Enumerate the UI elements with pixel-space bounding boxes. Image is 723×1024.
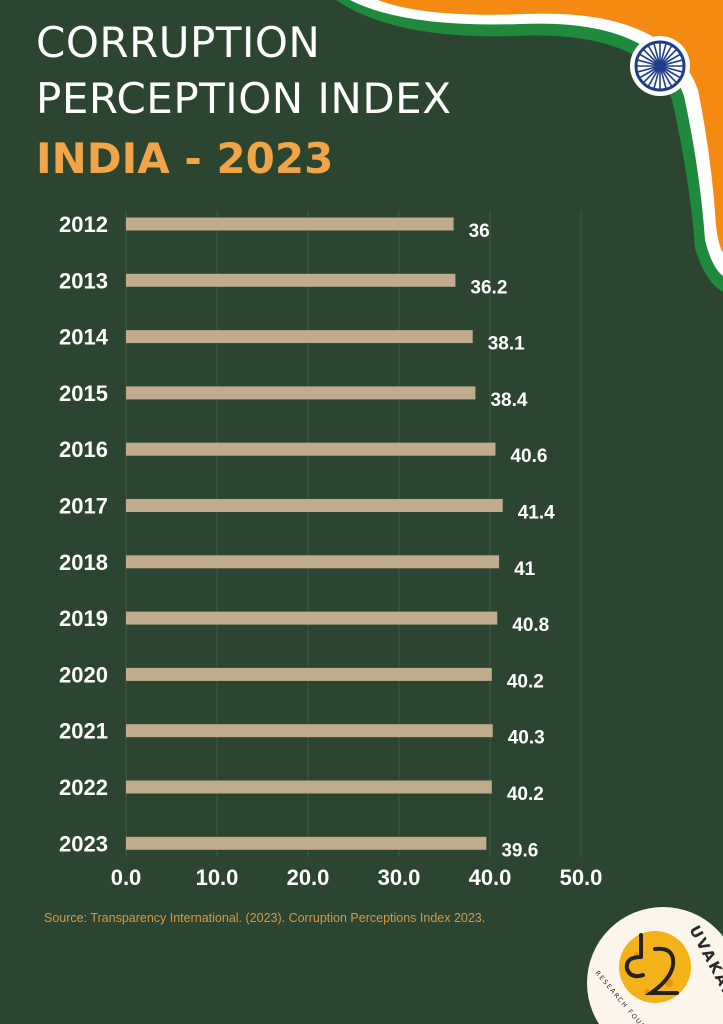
value-label: 38.1 <box>488 334 525 355</box>
value-label: 36.2 <box>470 277 507 298</box>
title-line-1: CORRUPTION <box>36 18 321 67</box>
x-tick-label: 0.0 <box>111 865 142 890</box>
grid-lines <box>125 210 582 857</box>
tricolor-decoration <box>336 0 723 292</box>
category-label: 2021 <box>59 719 108 744</box>
logo-sun-circle <box>619 931 691 1003</box>
logo-mark-icon <box>624 933 679 995</box>
category-label: 2020 <box>59 662 108 687</box>
value-label: 41.4 <box>518 503 555 524</box>
bar <box>126 724 493 738</box>
bar <box>126 442 496 456</box>
category-label: 2018 <box>59 550 108 575</box>
labels: 0.0 10.0 20.0 30.0 40.0 50.0 2012 36 2013 36.2 201… <box>59 212 602 890</box>
bar <box>126 499 503 512</box>
x-tick-label: 30.0 <box>378 865 421 890</box>
bar <box>126 330 473 344</box>
category-label: 2022 <box>59 775 108 800</box>
value-label: 40.6 <box>510 446 547 467</box>
value-label: 39.6 <box>501 840 538 861</box>
flag-saffron-band <box>378 0 723 252</box>
subtitle: INDIA - 2023 <box>36 134 334 183</box>
value-label: 38.4 <box>490 390 527 411</box>
value-label: 40.3 <box>508 728 545 749</box>
x-tick-label: 20.0 <box>287 865 330 890</box>
category-label: 2017 <box>59 494 108 519</box>
bar-chart: 0.0 10.0 20.0 30.0 40.0 50.0 2012 36 2013 36.2 201… <box>59 210 602 890</box>
category-label: 2015 <box>59 381 108 406</box>
bar <box>126 780 492 794</box>
category-label: 2014 <box>59 325 109 350</box>
category-label: 2019 <box>59 606 108 631</box>
value-label: 36 <box>469 221 490 242</box>
value-label: 40.2 <box>507 784 544 805</box>
value-label: 40.8 <box>512 615 549 636</box>
bar <box>126 836 487 850</box>
category-label: 2012 <box>59 212 108 237</box>
category-label: 2016 <box>59 437 108 462</box>
bar <box>126 611 498 625</box>
category-label: 2023 <box>59 831 108 856</box>
bar <box>126 273 456 287</box>
bar <box>126 667 492 681</box>
ashoka-chakra-icon <box>630 36 690 96</box>
source-note: Source: Transparency International. (202… <box>44 911 486 925</box>
bar <box>126 386 476 400</box>
x-tick-label: 40.0 <box>469 865 512 890</box>
bars <box>126 217 503 850</box>
bar <box>126 217 454 231</box>
value-label: 41 <box>514 559 536 580</box>
uvakai-logo: UVAKAI RESEARCH FOUNDATION <box>587 907 723 1024</box>
x-tick-label: 50.0 <box>560 865 603 890</box>
bar <box>126 555 500 569</box>
title-line-2: PERCEPTION INDEX <box>36 74 452 123</box>
category-label: 2013 <box>59 268 108 293</box>
x-tick-label: 10.0 <box>196 865 239 890</box>
value-label: 40.2 <box>507 671 544 692</box>
